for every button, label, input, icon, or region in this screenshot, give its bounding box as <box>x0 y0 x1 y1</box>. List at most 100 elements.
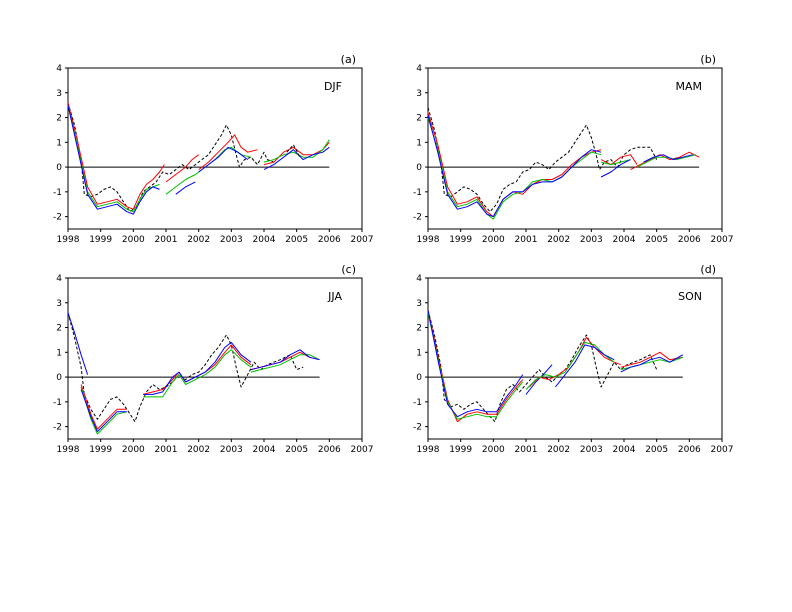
season-label: DJF <box>324 80 342 93</box>
x-tick-label: 2004 <box>253 445 276 455</box>
x-tick-label: 2002 <box>547 445 570 455</box>
series-line-green <box>165 174 196 195</box>
x-tick-label: 2002 <box>187 445 210 455</box>
y-tick-label: 4 <box>416 64 422 74</box>
x-tick-label: 2006 <box>678 445 701 455</box>
x-tick-label: 2003 <box>580 445 603 455</box>
x-tick-label: 2000 <box>122 445 145 455</box>
x-tick-label: 2001 <box>515 235 538 245</box>
y-tick-label: 1 <box>416 138 422 148</box>
x-tick-label: 2004 <box>253 235 276 245</box>
series-line-green <box>427 312 524 420</box>
series-line-blue <box>600 159 631 178</box>
y-tick-label: -2 <box>413 213 422 223</box>
series-line-red <box>427 310 524 423</box>
x-tick-label: 2005 <box>645 235 668 245</box>
x-tick-label: 1998 <box>57 235 80 245</box>
series-line-blue <box>198 146 249 173</box>
series-line-blue <box>620 354 684 373</box>
series-line-red <box>165 154 199 183</box>
series-line-obs <box>427 310 658 423</box>
x-tick-label: 2004 <box>613 445 636 455</box>
x-tick-label: 1998 <box>417 445 440 455</box>
panel-label: (a) <box>341 53 356 66</box>
series-line-red <box>600 154 638 166</box>
series-line-blue <box>427 310 524 418</box>
y-tick-label: 1 <box>56 348 62 358</box>
y-tick-label: -1 <box>53 398 62 408</box>
series-line-blue <box>643 154 693 163</box>
y-tick-label: -2 <box>53 423 62 433</box>
x-tick-label: 1999 <box>449 235 472 245</box>
y-tick-label: 3 <box>56 299 62 309</box>
series-line-green <box>67 105 160 213</box>
x-tick-label: 2001 <box>515 445 538 455</box>
panel-label: (d) <box>700 263 716 276</box>
series-line-green <box>143 349 252 398</box>
x-tick-label: 2002 <box>187 235 210 245</box>
series-line-red <box>620 351 683 368</box>
plot-frame <box>67 277 363 440</box>
season-label: SON <box>678 290 702 303</box>
series-line-blue <box>175 181 196 195</box>
series-line-blue <box>80 389 127 433</box>
series-line-obs <box>67 102 274 213</box>
x-tick-label: 1999 <box>89 235 112 245</box>
x-tick-label: 2007 <box>351 235 374 245</box>
x-tick-label: 2003 <box>580 235 603 245</box>
y-tick-label: 2 <box>56 114 62 124</box>
chart-panel-2: 1998 1999 2000 2001 2002 2003 2004 2005 2006 2007… <box>413 53 733 245</box>
x-tick-label: 2003 <box>220 235 243 245</box>
y-tick-label: 3 <box>56 89 62 99</box>
x-tick-label: 2004 <box>613 235 636 245</box>
x-tick-label: 2005 <box>285 235 308 245</box>
season-label: JJA <box>327 290 342 303</box>
y-tick-label: 0 <box>416 373 422 383</box>
x-tick-label: 2006 <box>318 235 341 245</box>
y-tick-label: 2 <box>416 114 422 124</box>
x-tick-label: 2001 <box>155 235 178 245</box>
x-tick-label: 2000 <box>122 235 145 245</box>
plot-frame <box>67 67 363 230</box>
x-tick-label: 2003 <box>220 445 243 455</box>
y-tick-label: 4 <box>416 274 422 284</box>
chart-panel-3: 1998 1999 2000 2001 2002 2003 2004 2005 2006 2007… <box>53 263 373 455</box>
season-label: MAM <box>675 80 702 93</box>
series-line-green <box>250 354 320 373</box>
series-line-blue <box>250 349 320 371</box>
series-line-green <box>525 341 615 390</box>
plot-frame <box>427 67 723 230</box>
y-tick-label: 0 <box>416 163 422 173</box>
series-line-red <box>67 102 165 210</box>
y-tick-label: -1 <box>413 398 422 408</box>
y-tick-label: 2 <box>416 324 422 334</box>
x-tick-label: 2007 <box>711 445 734 455</box>
y-tick-label: 2 <box>56 324 62 334</box>
y-tick-label: -1 <box>53 188 62 198</box>
y-tick-label: 0 <box>56 373 62 383</box>
x-tick-label: 1999 <box>89 445 112 455</box>
x-tick-label: 2001 <box>155 445 178 455</box>
series-line-blue <box>67 312 89 375</box>
series-line-green <box>636 154 697 168</box>
series-line-green <box>600 159 631 166</box>
series-line-red <box>198 134 258 170</box>
chart-panel-4: 1998 1999 2000 2001 2002 2003 2004 2005 2006 2007… <box>413 263 733 455</box>
x-tick-label: 2006 <box>678 235 701 245</box>
panel-label: (b) <box>700 53 716 66</box>
series-line-red <box>80 384 127 430</box>
y-tick-label: -2 <box>53 213 62 223</box>
x-tick-label: 1998 <box>57 445 80 455</box>
y-tick-label: 3 <box>416 89 422 99</box>
chart-panel-1: 1998 1999 2000 2001 2002 2003 2004 2005 2006 2007… <box>53 53 373 245</box>
series-line-green <box>80 386 127 435</box>
series-line-blue <box>143 341 252 395</box>
y-tick-label: -1 <box>413 188 422 198</box>
x-tick-label: 2002 <box>547 235 570 245</box>
y-tick-label: 1 <box>416 348 422 358</box>
series-line-obs <box>427 107 658 213</box>
x-tick-label: 1998 <box>417 235 440 245</box>
series-line-blue <box>427 114 602 218</box>
y-tick-label: 4 <box>56 64 62 74</box>
